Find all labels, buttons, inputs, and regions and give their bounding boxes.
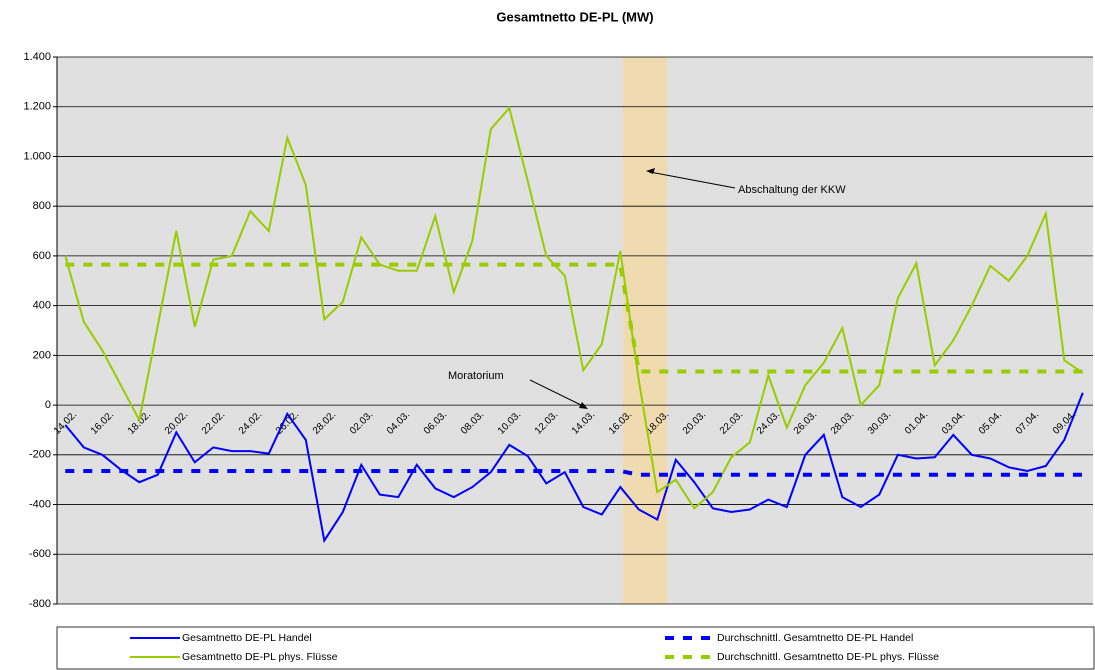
y-tick-label: 600	[33, 250, 51, 262]
legend-label: Gesamtnetto DE-PL Handel	[182, 632, 312, 644]
y-tick-label: 1.200	[23, 101, 51, 113]
arrow	[649, 171, 736, 189]
y-tick-label: -600	[29, 548, 51, 560]
y-tick-label: -800	[29, 598, 51, 610]
legend-label: Durchschnittl. Gesamtnetto DE-PL Handel	[717, 632, 913, 644]
annotation: Moratorium	[448, 370, 504, 382]
series-line	[64, 392, 1084, 544]
legend-label: Gesamtnetto DE-PL phys. Flüsse	[182, 651, 338, 663]
y-tick-label: -400	[29, 498, 51, 510]
annotation: Abschaltung der KKW	[738, 184, 846, 196]
chart-title: Gesamtnetto DE-PL (MW)	[496, 9, 653, 24]
y-tick-label: 1.000	[23, 150, 51, 162]
arrow	[529, 379, 584, 407]
legend	[56, 626, 1095, 670]
highlight-band	[623, 57, 667, 604]
arrow-head	[646, 168, 655, 174]
y-tick-label: 400	[33, 300, 51, 312]
average-line	[65, 262, 1083, 374]
average-line	[65, 469, 1083, 477]
arrow-head	[579, 402, 588, 409]
y-tick-label: 0	[45, 399, 51, 411]
y-tick-label: 800	[33, 200, 51, 212]
y-tick-label: 200	[33, 349, 51, 361]
series-line	[64, 105, 1084, 510]
y-tick-label: 1.400	[23, 51, 51, 63]
legend-label: Durchschnittl. Gesamtnetto DE-PL phys. F…	[717, 651, 939, 663]
y-tick-label: -200	[29, 449, 51, 461]
